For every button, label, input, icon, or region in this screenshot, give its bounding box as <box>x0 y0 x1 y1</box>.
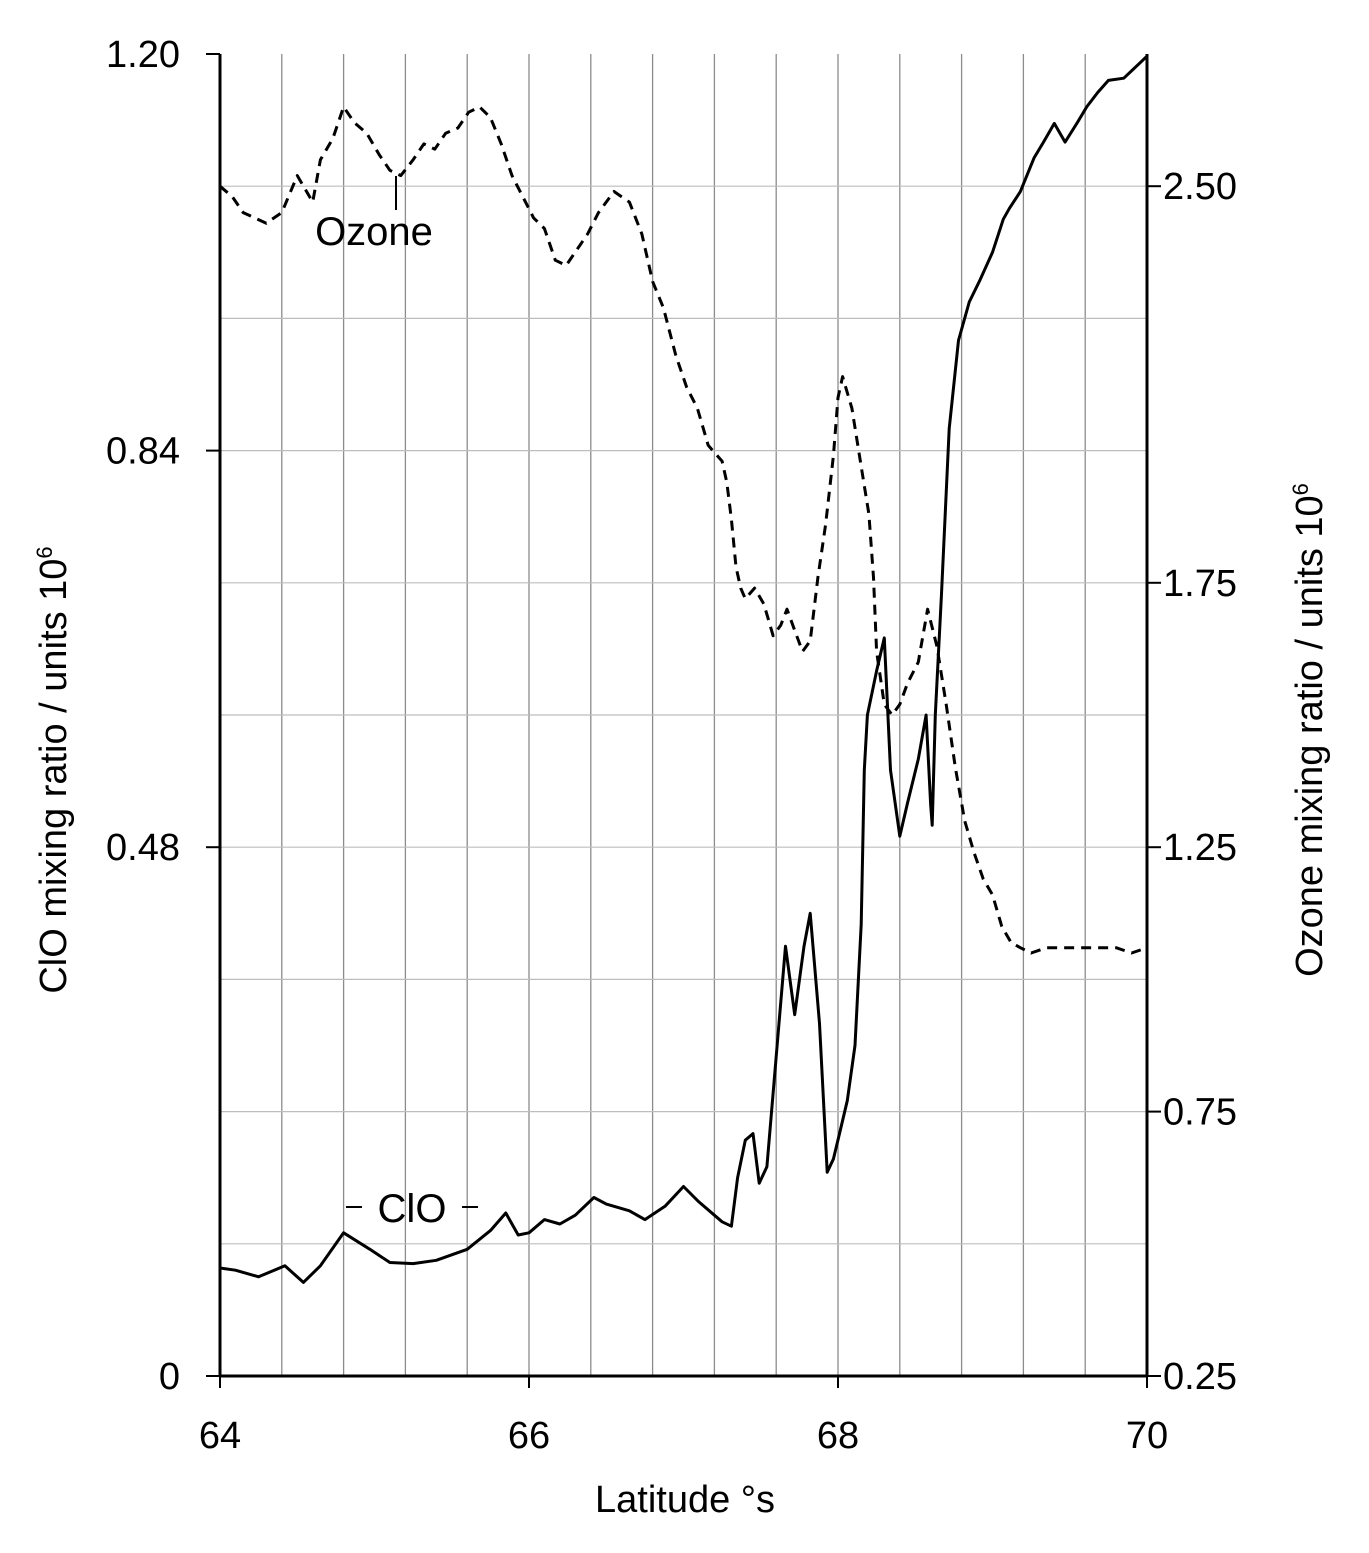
x-tick-label: 68 <box>817 1415 859 1457</box>
series-line-ozone <box>219 105 1148 955</box>
ozone-annotation: Ozone <box>315 210 433 254</box>
y-axis-title-left: ClO mixing ratio / units 106 <box>32 546 75 993</box>
y-right-tick-label: 1.25 <box>1163 827 1237 869</box>
y-axis-title-left-main: ClO mixing ratio / units 10 <box>33 559 75 994</box>
y-axis-title-right: Ozone mixing ratio / units 106 <box>1288 483 1331 977</box>
axes: 64 66 68 70 0 0.48 0.84 1.20 0.25 0.75 1.25 1.75 2.5… <box>106 34 1237 1457</box>
x-tick-label: 66 <box>508 1415 550 1457</box>
y-axis-title-right-main: Ozone mixing ratio / units 10 <box>1289 495 1331 977</box>
x-tick-label: 70 <box>1126 1415 1168 1457</box>
y-right-tick-label: 2.50 <box>1163 166 1237 208</box>
series-layer <box>219 55 1149 1284</box>
y-right-tick-label: 0.25 <box>1163 1356 1237 1398</box>
y-axis-title-left-exponent: 6 <box>32 546 57 558</box>
y-left-tick-label: 1.20 <box>106 34 180 76</box>
y-right-tick-label: 1.75 <box>1163 563 1237 605</box>
y-left-tick-label: 0.48 <box>106 827 180 869</box>
y-right-tick-label: 0.75 <box>1163 1092 1237 1134</box>
x-tick-label: 64 <box>199 1415 241 1457</box>
grid <box>220 54 1147 1376</box>
y-axis-title-right-exponent: 6 <box>1288 483 1313 495</box>
y-left-tick-label: 0 <box>159 1356 180 1398</box>
y-left-tick-label: 0.84 <box>106 431 180 473</box>
x-axis-title: Latitude °s <box>595 1479 775 1521</box>
clo-annotation: ClO <box>378 1187 447 1231</box>
labels: Latitude °s ClO mixing ratio / units 106… <box>32 176 1331 1521</box>
series-line-clo <box>219 55 1149 1284</box>
